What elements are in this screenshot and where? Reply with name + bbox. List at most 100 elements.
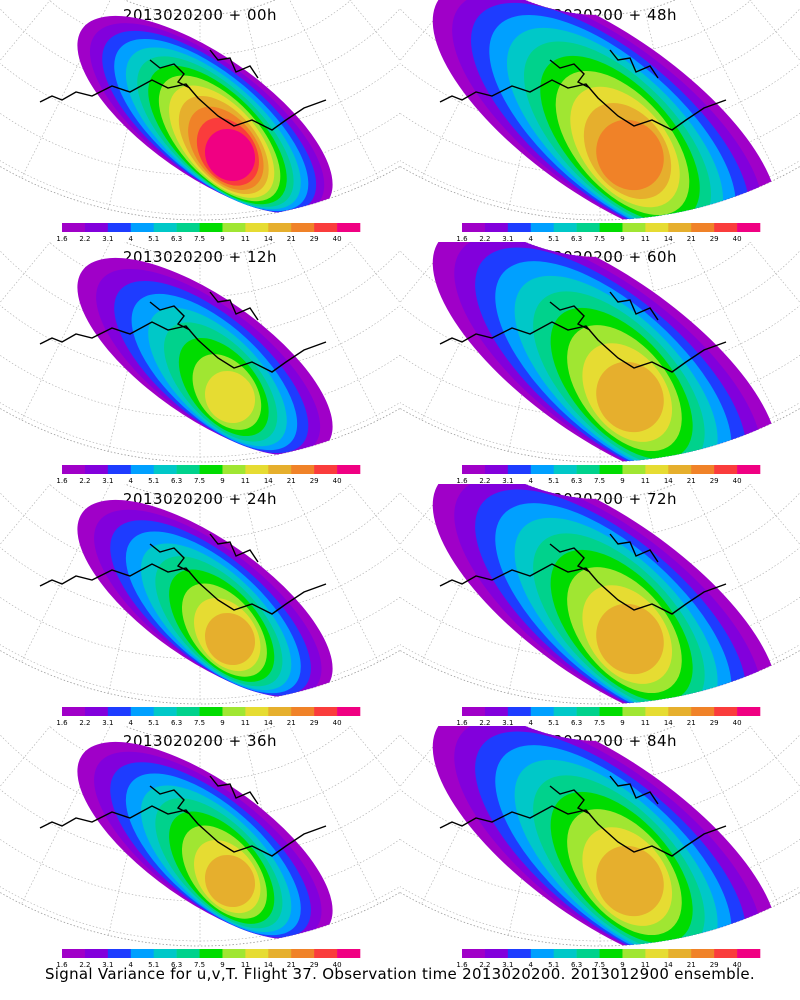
variance-map (400, 726, 800, 947)
colorbar-swatch (484, 949, 509, 958)
variance-field (432, 242, 778, 463)
colorbar-label: 9 (620, 961, 624, 968)
colorbar-swatch (553, 465, 577, 474)
colorbar-swatch (130, 465, 154, 474)
colorbar-swatch (737, 707, 761, 716)
colorbar-swatch (462, 949, 486, 958)
colorbar-label: 6.3 (171, 235, 182, 242)
colorbar-label: 21 (287, 235, 296, 242)
coastline (39, 775, 327, 857)
colorbar-swatch (176, 465, 200, 474)
variance-field (77, 15, 333, 215)
colorbar-swatch (314, 465, 338, 474)
variance-field (432, 0, 778, 221)
colorbar-label: 2.2 (79, 961, 90, 968)
colorbar-swatch (314, 949, 338, 958)
coastline (439, 49, 727, 131)
colorbar-swatch (130, 223, 154, 232)
variance-map (400, 0, 800, 221)
colorbar-label: 4 (129, 235, 134, 242)
colorbar-label: 4 (529, 477, 534, 484)
colorbar-label: 5.1 (548, 719, 559, 726)
colorbar-swatch (199, 707, 223, 716)
colorbar-swatch (462, 223, 486, 232)
colorbar-swatch (553, 223, 577, 232)
forecast-panel-p24: 2013020200 + 24h 1.6 2.2 3.1 4 5.1 6.3 7.5 9 11 14… (0, 484, 400, 726)
colorbar-swatch (645, 949, 669, 958)
colorbar-swatch (153, 707, 177, 716)
colorbar-swatch (576, 223, 600, 232)
colorbar-label: 11 (641, 477, 650, 484)
colorbar-swatch (291, 949, 315, 958)
colorbar-swatch (153, 465, 177, 474)
colorbar-swatch (507, 465, 532, 474)
colorbar-swatch (507, 223, 532, 232)
colorbar-label: 4 (129, 961, 134, 968)
colorbar-swatch (291, 465, 315, 474)
colorbar-label: 6.3 (171, 961, 182, 968)
colorbar-label: 2.2 (79, 235, 90, 242)
colorbar-swatch (530, 949, 554, 958)
colorbar-label: 7.5 (194, 477, 205, 484)
colorbar-swatch (668, 223, 692, 232)
colorbar: 1.6 2.2 3.1 4 5.1 6.3 7.5 9 11 14 21 29 40 (456, 949, 761, 968)
colorbar-swatch (553, 949, 577, 958)
colorbar-swatch (691, 223, 715, 232)
variance-contour-level (204, 854, 256, 908)
colorbar-label: 21 (687, 961, 696, 968)
colorbar-label: 3.1 (102, 235, 113, 242)
colorbar-swatch (130, 949, 154, 958)
colorbar-label: 7.5 (594, 477, 605, 484)
colorbar-swatch (599, 223, 623, 232)
variance-contour-level (596, 361, 664, 433)
colorbar-label: 21 (687, 477, 696, 484)
colorbar-label: 6.3 (571, 961, 582, 968)
colorbar-swatch (462, 465, 486, 474)
colorbar-label: 40 (733, 719, 742, 726)
colorbar-label: 14 (264, 477, 273, 484)
colorbar-label: 2.2 (79, 719, 90, 726)
colorbar-label: 7.5 (194, 719, 205, 726)
colorbar-label: 9 (620, 719, 624, 726)
colorbar-label: 2.2 (479, 477, 490, 484)
colorbar-swatch (176, 707, 200, 716)
colorbar-swatch (176, 949, 200, 958)
colorbar-swatch (107, 223, 132, 232)
colorbar-swatch (84, 707, 109, 716)
colorbar-label: 5.1 (548, 477, 559, 484)
colorbar-label: 7.5 (594, 719, 605, 726)
colorbar-swatch (668, 707, 692, 716)
colorbar-swatch (62, 707, 86, 716)
forecast-panel-p84: 2013020200 + 84h 1.6 2.2 3.1 4 5.1 6.3 7.5 9 11 14… (400, 726, 800, 968)
variance-map (0, 242, 400, 463)
colorbar-label: 9 (220, 719, 224, 726)
variance-field (432, 484, 778, 705)
colorbar-label: 4 (529, 235, 534, 242)
colorbar-label: 21 (687, 235, 696, 242)
colorbar-swatch (153, 223, 177, 232)
colorbar-swatch (462, 707, 486, 716)
colorbar-label: 1.6 (56, 235, 68, 242)
colorbar-swatch (268, 949, 292, 958)
colorbar-swatch (222, 223, 246, 232)
colorbar-label: 5.1 (148, 961, 159, 968)
variance-field (432, 726, 778, 947)
colorbar-swatch (737, 949, 761, 958)
colorbar-label: 3.1 (102, 719, 113, 726)
colorbar-swatch (714, 465, 738, 474)
variance-map (0, 484, 400, 705)
variance-contour-level (596, 119, 664, 191)
colorbar-swatch (84, 465, 109, 474)
colorbar-label: 40 (733, 961, 742, 968)
colorbar-label: 11 (241, 961, 250, 968)
colorbar-label: 11 (241, 477, 250, 484)
colorbar-swatch (291, 223, 315, 232)
variance-map (0, 0, 400, 221)
colorbar-label: 1.6 (456, 719, 468, 726)
colorbar-label: 1.6 (456, 961, 468, 968)
colorbar-swatch (62, 223, 86, 232)
colorbar-swatch (107, 707, 132, 716)
colorbar-label: 40 (333, 235, 342, 242)
colorbar-swatch (199, 949, 223, 958)
colorbar-label: 29 (710, 477, 719, 484)
